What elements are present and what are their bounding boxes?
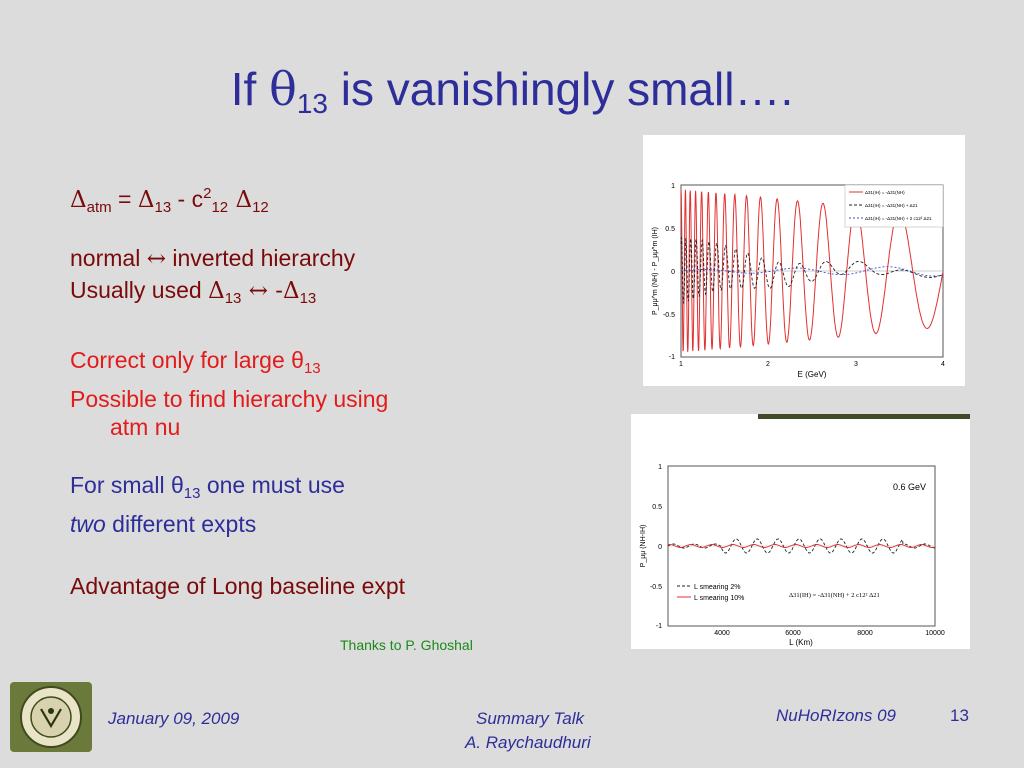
logo-emblem (40, 708, 62, 729)
slide-body: Δatm = Δ13 - c212 Δ12 normal ↔ inverted … (70, 178, 510, 602)
oscillation-plot-energy: 1 0.5 0 -0.5 -1 1 2 3 4 E (GeV) P_μμ^m (… (643, 135, 965, 386)
plot1-xtick-2: 2 (766, 361, 770, 368)
plot1-ytick-1: 1 (671, 183, 675, 190)
plot2-annotation: 0.6 GeV (893, 482, 926, 492)
footer-page-number: 13 (950, 706, 969, 725)
plot2-xlabel: L (Km) (789, 638, 813, 647)
institute-logo (10, 682, 92, 752)
plot1-ytick-5: -1 (669, 354, 675, 361)
plot1-xtick-4: 4 (941, 361, 945, 368)
logo-center-dot (48, 708, 54, 714)
plot2-top-bar (758, 414, 970, 419)
normal-inverted-line: normal ↔ inverted hierarchy (70, 245, 356, 272)
footer-talk: Summary Talk (476, 709, 585, 728)
plot2-legend-1: L smearing 2% (694, 584, 740, 591)
plot2-series-red (667, 544, 936, 548)
plot2-xtick-4: 10000 (925, 630, 945, 637)
atm-nu-line: atm nu (110, 414, 181, 440)
plot1-series-blue (680, 266, 944, 277)
logo-inner-ring (30, 696, 72, 738)
plot2-ytick-1: 1 (658, 464, 662, 471)
thanks-credit: Thanks to P. Ghoshal (340, 637, 473, 653)
usually-used-line: Usually used Δ13 ↔ -Δ13 (70, 277, 317, 307)
logo-svg (20, 686, 82, 748)
plot2-ytick-2: 0.5 (652, 504, 662, 511)
for-small-line: For small θ13 one must use (70, 472, 345, 502)
plot2-xtick-1: 4000 (714, 630, 730, 637)
plot1-xtick-1: 1 (679, 361, 683, 368)
plot1-legend-3: Δ31(IH) = -Δ31(NH) + 2 c12² Δ21 (865, 216, 932, 221)
two-expts-line: two different expts (70, 511, 257, 537)
footer-date: January 09, 2009 (108, 709, 240, 728)
footer-conference: NuHoRIzons 09 (776, 706, 897, 725)
slide-title: If θ13 is vanishingly small…. (230, 62, 794, 119)
plot2-ytick-3: 0 (658, 544, 662, 551)
plot2-svg: 0.6 GeV 1 0.5 0 -0.5 -1 4000 6000 8000 1… (640, 464, 945, 647)
plot2-legend-2: L smearing 10% (694, 595, 744, 602)
plot2-xtick-2: 6000 (785, 630, 801, 637)
plot1-ytick-3: 0 (671, 269, 675, 276)
plot1-xtick-3: 3 (854, 361, 858, 368)
plot1-svg: 1 0.5 0 -0.5 -1 1 2 3 4 E (GeV) P_μμ^m (… (652, 183, 945, 379)
plot1-xlabel: E (GeV) (798, 370, 827, 379)
plot2-ytick-5: -1 (656, 623, 662, 630)
footer-author: A. Raychaudhuri (465, 733, 591, 752)
oscillation-plot-baseline: 0.6 GeV 1 0.5 0 -0.5 -1 4000 6000 8000 1… (631, 414, 970, 649)
plot1-legend-1: Δ31(IH) = -Δ31(NH) (865, 190, 905, 195)
plot2-series-black (667, 538, 936, 554)
correct-only-line: Correct only for large θ13 (70, 347, 321, 377)
possible-line: Possible to find hierarchy using (70, 386, 389, 412)
advantage-line: Advantage of Long baseline expt (70, 573, 406, 599)
plot2-formula: Δ31(IH) = -Δ31(NH) + 2 c12² Δ21 (789, 592, 880, 599)
plot2-ylabel: P_μμ (NH-IH) (640, 525, 647, 568)
plot1-ylabel: P_μμ^m (NH) - P_μμ^m (IH) (652, 227, 659, 315)
plot1-ytick-2: 0.5 (665, 226, 675, 233)
plot1-legend-2: Δ31(IH) = -Δ31(NH) + Δ21 (865, 203, 918, 208)
plot1-series-black (680, 237, 944, 304)
plot2-ytick-4: -0.5 (650, 584, 662, 591)
plot2-xtick-3: 8000 (857, 630, 873, 637)
plot1-ytick-4: -0.5 (663, 312, 675, 319)
delta-atm-line: Δatm = Δ13 - c212 Δ12 (70, 185, 269, 216)
